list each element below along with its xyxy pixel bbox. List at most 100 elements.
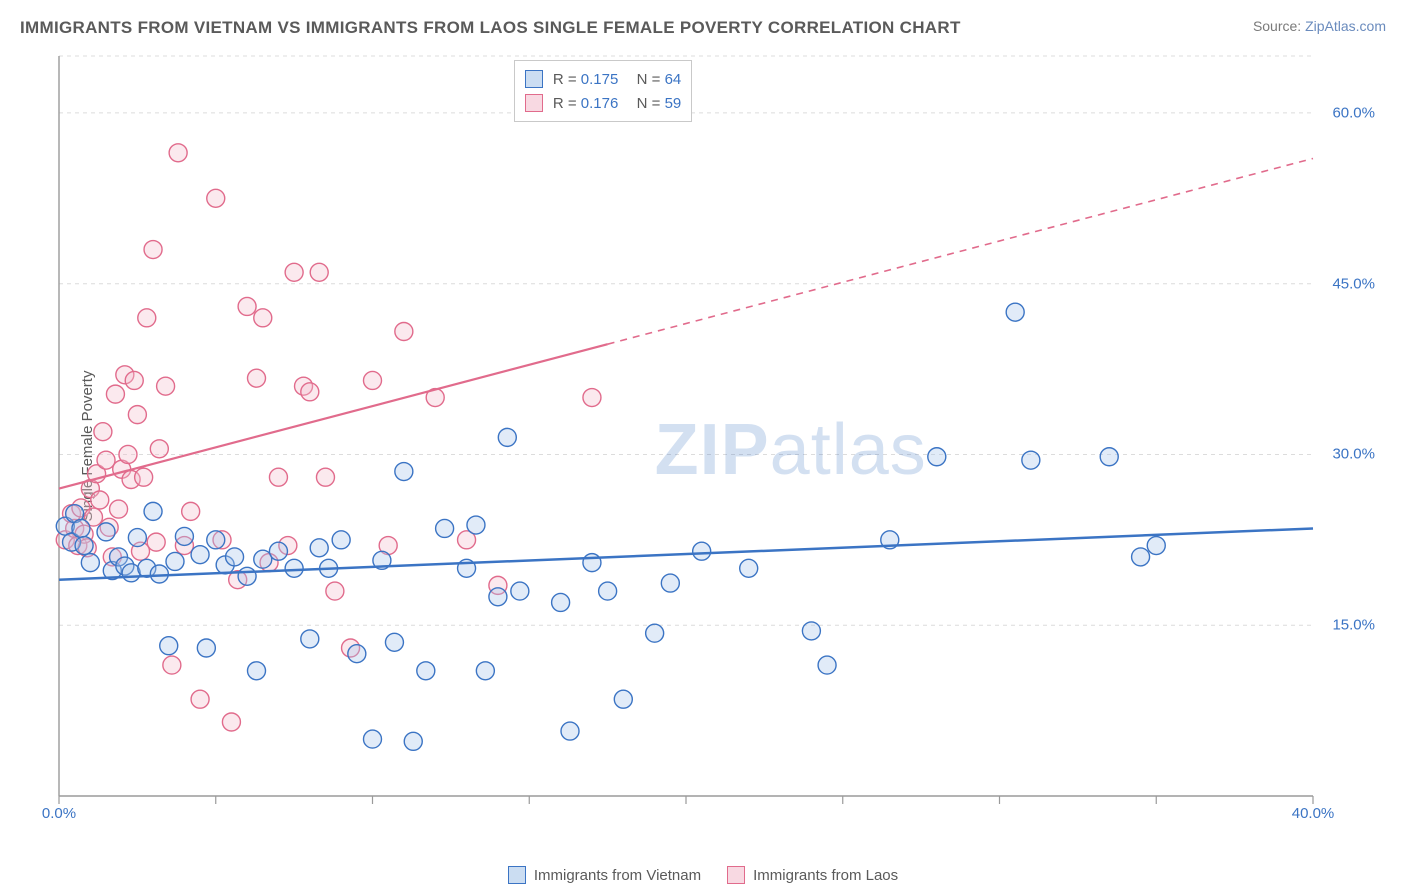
data-point: [207, 189, 225, 207]
legend-swatch: [525, 94, 543, 112]
legend-item: Immigrants from Vietnam: [508, 866, 701, 884]
source-link[interactable]: ZipAtlas.com: [1305, 18, 1386, 34]
data-point: [476, 662, 494, 680]
data-point: [404, 732, 422, 750]
data-point: [106, 385, 124, 403]
data-point: [599, 582, 617, 600]
n-stat: N = 59: [628, 95, 681, 112]
data-point: [163, 656, 181, 674]
data-point: [498, 428, 516, 446]
data-point: [436, 519, 454, 537]
data-point: [285, 559, 303, 577]
n-stat: N = 64: [628, 71, 681, 88]
data-point: [147, 533, 165, 551]
data-point: [157, 377, 175, 395]
data-point: [191, 546, 209, 564]
data-point: [583, 554, 601, 572]
chart-svg: [55, 50, 1385, 830]
data-point: [583, 389, 601, 407]
data-point: [614, 690, 632, 708]
data-point: [72, 519, 90, 537]
data-point: [467, 516, 485, 534]
legend-swatch: [727, 866, 745, 884]
chart-title: IMMIGRANTS FROM VIETNAM VS IMMIGRANTS FR…: [20, 18, 961, 38]
y-tick-label: 15.0%: [1332, 617, 1375, 634]
y-tick-label: 45.0%: [1332, 275, 1375, 292]
data-point: [326, 582, 344, 600]
data-point: [348, 645, 366, 663]
data-point: [97, 451, 115, 469]
legend-item: Immigrants from Laos: [727, 866, 898, 884]
data-point: [75, 537, 93, 555]
data-point: [316, 468, 334, 486]
data-point: [135, 468, 153, 486]
data-point: [417, 662, 435, 680]
data-point: [740, 559, 758, 577]
data-point: [1147, 537, 1165, 555]
data-point: [928, 448, 946, 466]
data-point: [818, 656, 836, 674]
y-tick-label: 60.0%: [1332, 104, 1375, 121]
chart-source: Source: ZipAtlas.com: [1253, 18, 1386, 34]
data-point: [1100, 448, 1118, 466]
data-point: [285, 263, 303, 281]
data-point: [511, 582, 529, 600]
data-point: [1006, 303, 1024, 321]
data-point: [269, 542, 287, 560]
data-point: [693, 542, 711, 560]
data-point: [169, 144, 187, 162]
data-point: [197, 639, 215, 657]
data-point: [552, 593, 570, 611]
r-stat: R = 0.176: [553, 95, 618, 112]
data-point: [207, 531, 225, 549]
data-point: [144, 241, 162, 259]
data-point: [254, 309, 272, 327]
regression-line-extrapolated: [608, 158, 1313, 344]
x-tick-label: 40.0%: [1292, 805, 1335, 822]
data-point: [119, 445, 137, 463]
x-tick-label: 0.0%: [42, 805, 76, 822]
data-point: [97, 523, 115, 541]
data-point: [489, 588, 507, 606]
data-point: [175, 527, 193, 545]
legend-swatch: [525, 70, 543, 88]
data-point: [332, 531, 350, 549]
data-point: [1022, 451, 1040, 469]
statbox-row: R = 0.176 N = 59: [525, 91, 681, 115]
data-point: [144, 502, 162, 520]
data-point: [94, 423, 112, 441]
data-point: [226, 548, 244, 566]
chart-plot-area: ZIPatlas R = 0.175 N = 64R = 0.176 N = 5…: [55, 50, 1385, 830]
data-point: [1132, 548, 1150, 566]
data-point: [222, 713, 240, 731]
data-point: [125, 371, 143, 389]
legend-swatch: [508, 866, 526, 884]
data-point: [269, 468, 287, 486]
data-point: [91, 491, 109, 509]
data-point: [364, 371, 382, 389]
data-point: [160, 637, 178, 655]
regression-line: [59, 528, 1313, 579]
data-point: [150, 565, 168, 583]
data-point: [182, 502, 200, 520]
legend-label: Immigrants from Vietnam: [534, 867, 701, 884]
data-point: [238, 567, 256, 585]
data-point: [248, 662, 266, 680]
x-legend: Immigrants from Vietnam Immigrants from L…: [0, 866, 1406, 884]
legend-label: Immigrants from Laos: [753, 867, 898, 884]
data-point: [238, 297, 256, 315]
data-point: [110, 500, 128, 518]
data-point: [301, 630, 319, 648]
data-point: [385, 633, 403, 651]
data-point: [395, 463, 413, 481]
statbox-row: R = 0.175 N = 64: [525, 67, 681, 91]
data-point: [561, 722, 579, 740]
data-point: [81, 554, 99, 572]
data-point: [191, 690, 209, 708]
data-point: [661, 574, 679, 592]
data-point: [310, 539, 328, 557]
data-point: [138, 309, 156, 327]
data-point: [301, 383, 319, 401]
data-point: [166, 552, 184, 570]
source-label: Source:: [1253, 18, 1301, 34]
